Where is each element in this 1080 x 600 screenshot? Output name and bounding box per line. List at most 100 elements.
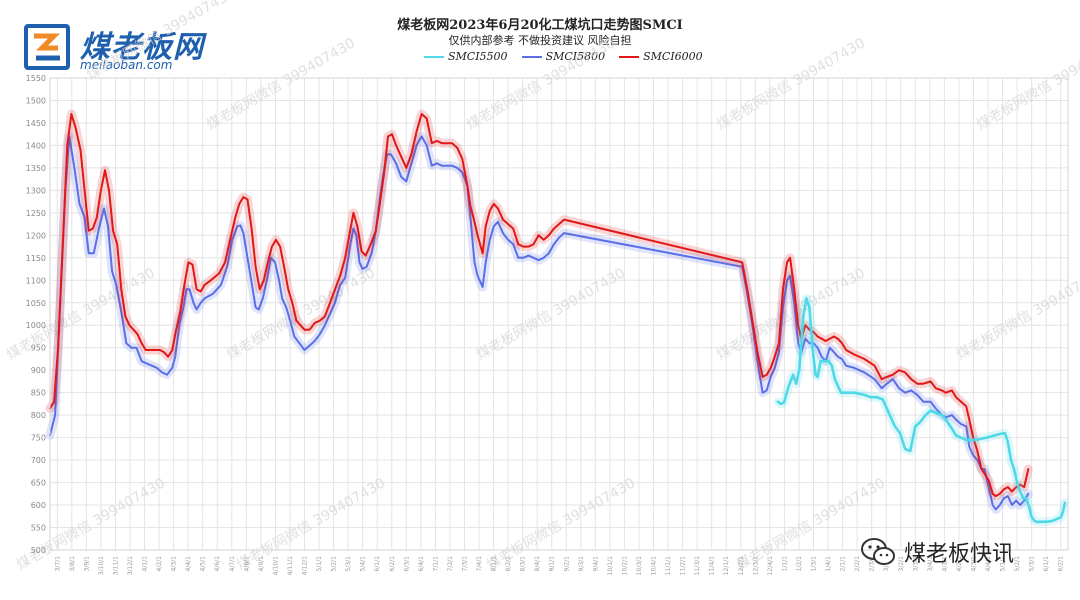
- x-tick-label: 4/6/1: [214, 556, 221, 572]
- chart-title: 煤老板网2023年6月20化工煤坑口走势图SMCI: [397, 18, 683, 33]
- x-tick-label: 6/2/1: [389, 556, 396, 572]
- x-tick-label: 6/1/1: [1043, 556, 1050, 572]
- x-tick-label: 4/4/1: [185, 556, 192, 572]
- x-tick-label: 7/3/1: [461, 556, 468, 572]
- x-tick-label: 2/3/1: [869, 556, 876, 572]
- logo-mark-icon: [24, 24, 70, 70]
- x-tick-label: 3/4/1: [927, 556, 934, 572]
- x-tick-label: 4/2/1: [156, 556, 163, 572]
- x-tick-label: 1/1/1: [781, 556, 788, 572]
- x-tick-label: 4/1/1: [941, 556, 948, 572]
- x-tick-label: 1/4/1: [825, 556, 832, 572]
- x-tick-label: 3/8/1: [69, 556, 76, 572]
- legend-label-smci5500: SMCI5500: [448, 50, 508, 63]
- x-tick-label: 4/11/1: [287, 556, 294, 575]
- legend-label-smci5800: SMCI5800: [545, 50, 606, 63]
- series-line-smci5800: [49, 135, 1030, 511]
- y-tick-label: 1250: [26, 209, 46, 218]
- x-tick-label: 4/3/1: [171, 556, 178, 572]
- x-tick-label: 7/1/1: [432, 556, 439, 572]
- y-tick-label: 500: [31, 546, 46, 555]
- x-tick-label: 4/8/1: [243, 556, 250, 572]
- x-tick-label: 3/7/1: [54, 556, 61, 572]
- x-tick-label: 10/3/1: [636, 556, 643, 575]
- x-tick-label: 1/2/1: [796, 556, 803, 572]
- y-tick-label: 950: [31, 344, 46, 353]
- x-tick-label: 5/3/1: [1029, 556, 1036, 572]
- x-tick-label: 12/2/1: [738, 556, 745, 575]
- watermark: 煤老板网微信 399407430: [84, 0, 238, 83]
- x-tick-label: 7/2/1: [447, 556, 454, 572]
- y-tick-label: 800: [31, 411, 46, 420]
- y-tick-label: 1400: [26, 141, 46, 150]
- x-tick-label: 9/2/1: [563, 556, 570, 572]
- x-tick-label: 5/1/1: [1000, 556, 1007, 572]
- x-tick-label: 12/1/1: [723, 556, 730, 575]
- x-tick-label: 1/3/1: [811, 556, 818, 572]
- logo-name: 煤老板网: [80, 30, 204, 65]
- watermark: 煤老板网微信 399407430: [714, 35, 868, 133]
- x-tick-label: 9/3/1: [578, 556, 585, 572]
- x-tick-label: 12/4/1: [767, 556, 774, 575]
- y-tick-label: 1550: [26, 74, 46, 83]
- x-tick-label: 2/2/1: [854, 556, 861, 572]
- y-tick-label: 1000: [26, 321, 46, 330]
- y-tick-label: 1300: [26, 186, 46, 195]
- y-tick-label: 700: [31, 456, 46, 465]
- legend-item-smci5500: SMCI5500: [424, 50, 508, 63]
- x-tick-label: 8/1/1: [491, 556, 498, 572]
- legend-item-smci6000: SMCI6000: [619, 50, 703, 63]
- watermark: 煤老板网微信 399407430: [974, 35, 1080, 133]
- x-tick-label: 7/4/1: [476, 556, 483, 572]
- legend-swatch-smci5500: [424, 55, 444, 58]
- x-tick-label: 2/1/1: [840, 556, 847, 572]
- x-tick-label: 3/11/1: [112, 556, 119, 575]
- x-tick-label: 11/1/1: [665, 556, 672, 575]
- y-tick-label: 650: [31, 479, 46, 488]
- x-tick-label: 3/10/1: [98, 556, 105, 575]
- y-tick-label: 750: [31, 434, 46, 443]
- x-tick-label: 4/10/1: [272, 556, 279, 575]
- x-tick-label: 10/4/1: [651, 556, 658, 575]
- x-tick-label: 4/9/1: [258, 556, 265, 572]
- plot-frame: [49, 77, 1069, 551]
- x-tick-label: 5/4/1: [360, 556, 367, 572]
- x-tick-label: 11/4/1: [709, 556, 716, 575]
- y-tick-label: 1100: [26, 276, 46, 285]
- y-tick-label: 1450: [26, 119, 46, 128]
- x-tick-label: 5/3/1: [345, 556, 352, 572]
- x-tick-label: 3/2/1: [898, 556, 905, 572]
- x-tick-label: 4/7/1: [229, 556, 236, 572]
- x-tick-label: 6/4/1: [418, 556, 425, 572]
- wechat-label: 煤老板快讯: [904, 542, 1015, 567]
- x-tick-label: 6/3/1: [403, 556, 410, 572]
- x-tick-label: 4/4/1: [985, 556, 992, 572]
- x-tick-label: 8/3/1: [520, 556, 527, 572]
- x-tick-label: 11/3/1: [694, 556, 701, 575]
- y-tick-label: 1050: [26, 299, 46, 308]
- y-tick-label: 850: [31, 389, 46, 398]
- brand-logo: 煤老板网 meilaoban.com: [18, 18, 238, 78]
- x-tick-label: 10/2/1: [621, 556, 628, 575]
- x-tick-label: 4/5/1: [200, 556, 207, 572]
- y-tick-label: 1150: [26, 254, 46, 263]
- y-tick-label: 1350: [26, 164, 46, 173]
- y-tick-label: 900: [31, 366, 46, 375]
- x-tick-label: 11/2/1: [680, 556, 687, 575]
- x-tick-label: 6/1/1: [374, 556, 381, 572]
- x-tick-label: 3/12/1: [127, 556, 134, 575]
- chart-legend: SMCI5500 SMCI5800 SMCI6000: [424, 50, 703, 63]
- y-tick-label: 1200: [26, 231, 46, 240]
- x-tick-label: 8/2/1: [505, 556, 512, 572]
- chart-subtitle: 仅供内部参考 不做投资建议 风险自担: [448, 34, 632, 47]
- x-tick-label: 4/3/1: [970, 556, 977, 572]
- x-tick-label: 5/2/1: [1014, 556, 1021, 572]
- logo-url: meilaoban.com: [80, 58, 173, 72]
- x-tick-label: 12/3/1: [752, 556, 759, 575]
- x-tick-label: 3/3/1: [912, 556, 919, 572]
- x-tick-label: 4/1/1: [142, 556, 149, 572]
- y-tick-label: 1500: [26, 96, 46, 105]
- x-tick-label: 9/1/1: [549, 556, 556, 572]
- x-tick-label: 5/2/1: [331, 556, 338, 572]
